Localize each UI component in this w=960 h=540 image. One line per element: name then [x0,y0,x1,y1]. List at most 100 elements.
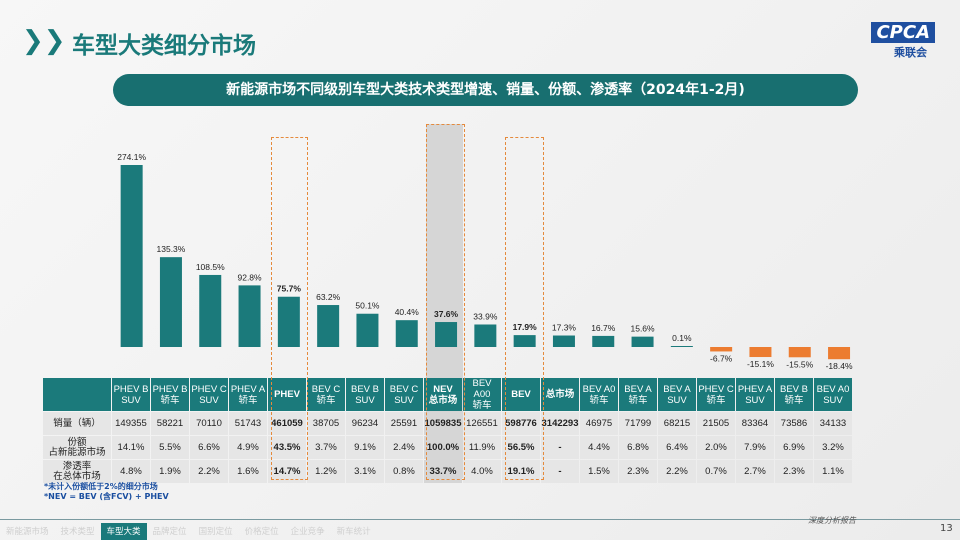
nav-item[interactable]: 新能源市场 [6,527,49,537]
table-cell: 149355 [112,412,150,435]
column-header: NEV 总市场 [424,378,462,411]
table-cell: 4.0% [463,460,501,483]
table-cell: 6.8% [619,436,657,459]
data-label: 17.3% [552,323,577,333]
table-cell: 19.1% [502,460,540,483]
column-header: PHEV B 轿车 [151,378,189,411]
table-cell: 2.7% [736,460,774,483]
data-label: 50.1% [355,301,380,311]
table-cell: 38705 [307,412,345,435]
column-header: BEV A 轿车 [619,378,657,411]
table-cell: 70110 [190,412,228,435]
data-label: 37.6% [434,309,459,319]
column-header: BEV [502,378,540,411]
table-cell: 7.9% [736,436,774,459]
data-label: 15.6% [630,324,655,334]
column-header: 总市场 [541,378,579,411]
table-cell: 73586 [775,412,813,435]
nav-item[interactable]: 新车统计 [336,527,371,537]
bar [277,296,300,347]
data-label: -6.7% [710,353,733,363]
data-label: 274.1% [117,152,146,162]
column-header: PHEV A SUV [736,378,774,411]
table-cell: 0.7% [697,460,735,483]
column-header: PHEV C 轿车 [697,378,735,411]
table-cell: 2.3% [619,460,657,483]
data-label: 33.9% [473,311,498,321]
table-cell: 46975 [580,412,618,435]
data-label: 16.7% [591,323,616,333]
table-cell: 3142293 [541,412,579,435]
table-cell: 100.0% [424,436,462,459]
table-cell: 1.6% [229,460,267,483]
column-header: BEV B SUV [346,378,384,411]
nav-item[interactable]: 价格定位 [244,527,279,537]
table-cell: 68215 [658,412,696,435]
bar [356,313,379,347]
table-cell: 56.5% [502,436,540,459]
column-header: BEV B 轿车 [775,378,813,411]
column-header: BEV A0 轿车 [580,378,618,411]
footer-text: 深度分析报告 [808,516,856,525]
bar [552,335,575,347]
bar [199,274,222,347]
column-header: PHEV C SUV [190,378,228,411]
nav-item[interactable]: 技术类型 [60,527,95,537]
bev-highlight [505,137,544,480]
table-cell: 3.2% [814,436,852,459]
table-cell: 3.7% [307,436,345,459]
table-cell: 4.9% [229,436,267,459]
table-cell: 1.1% [814,460,852,483]
chevron-icon: ❯❯ [22,26,66,56]
data-label: -15.5% [786,359,813,369]
table-cell: 71799 [619,412,657,435]
table-cell: 461059 [268,412,306,435]
table-cell: 25591 [385,412,423,435]
bar [631,336,654,347]
table-cell: 9.1% [346,436,384,459]
bar [828,347,851,360]
data-label: 63.2% [316,292,341,302]
data-label: 40.4% [395,307,420,317]
page-number: 13 [940,523,953,534]
table-cell: 1.5% [580,460,618,483]
row-label: 渗透率 在总体市场 [43,460,111,483]
table-cell: - [541,460,579,483]
column-header: BEV A0 SUV [814,378,852,411]
column-header: BEV C SUV [385,378,423,411]
table-cell: 6.6% [190,436,228,459]
column-header: PHEV A 轿车 [229,378,267,411]
nav-item[interactable]: 车型大类 [100,523,147,540]
table-cell: 598776 [502,412,540,435]
column-header: BEV C 轿车 [307,378,345,411]
bar [592,335,615,347]
data-label: -18.4% [826,361,853,371]
header-corner [43,378,111,411]
cpca-logo: CPCA 乘联会 [840,22,935,59]
table-cell: 1059835 [424,412,462,435]
bar [513,335,536,347]
row-label: 份额 占新能源市场 [43,436,111,459]
data-label: -15.1% [747,359,774,369]
nav-item[interactable]: 品牌定位 [152,527,187,537]
table-cell: 11.9% [463,436,501,459]
nav-item[interactable]: 国别定位 [198,527,233,537]
data-label: 17.9% [513,322,538,332]
nev-highlight [426,124,465,480]
data-table: PHEV B SUV PHEV B 轿车 PHEV C SUV PHEV A 轿车 PHEV BE… [42,377,853,484]
table-cell: 126551 [463,412,501,435]
table-cell: 2.3% [775,460,813,483]
bar [159,257,182,347]
table-cell: 6.9% [775,436,813,459]
nav-item[interactable]: 企业竞争 [290,527,325,537]
table-cell: 1.9% [151,460,189,483]
table-cell: 21505 [697,412,735,435]
phev-highlight [271,137,308,480]
table-cell: 2.2% [658,460,696,483]
chart-banner: 新能源市场不同级别车型大类技术类型增速、销量、份额、渗透率（2024年1-2月) [113,74,858,106]
bar [317,305,340,347]
table-cell: 2.2% [190,460,228,483]
table-cell: 2.0% [697,436,735,459]
